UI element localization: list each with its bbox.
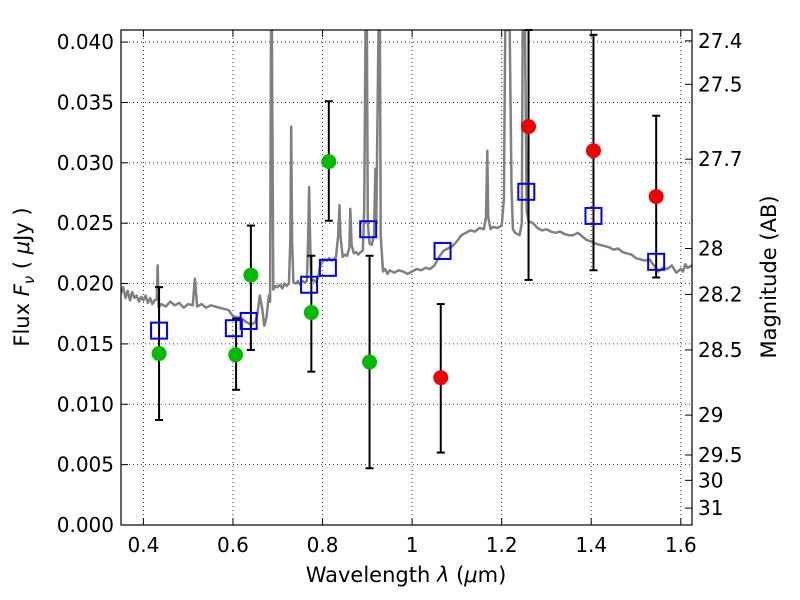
y-tick-label: 0.040 (57, 30, 114, 54)
spectrum-line (121, 30, 692, 328)
y-axis-label: Flux Fν ( μJy ) (10, 207, 38, 346)
data-point-square (647, 252, 666, 271)
data-point-circle (362, 354, 378, 370)
x-tick-label: 0.6 (217, 533, 249, 557)
data-point-circle (585, 143, 601, 159)
y-tick-label: 0.000 (57, 513, 114, 537)
data-point-square (318, 258, 337, 277)
y-tick-label: 0.020 (57, 272, 114, 296)
x-tick-label: 1.6 (665, 533, 697, 557)
data-point-circle (303, 305, 319, 321)
y2-tick-label: 27.4 (698, 29, 743, 53)
x-tick-label: 1.4 (575, 533, 607, 557)
data-point-square (359, 220, 378, 239)
y-tick-label: 0.005 (57, 453, 114, 477)
y-tick-label: 0.010 (57, 392, 114, 416)
y-tick-label: 0.035 (57, 90, 114, 114)
y-tick-label: 0.025 (57, 211, 114, 235)
y-tick-label: 0.015 (57, 332, 114, 356)
data-point-square (300, 275, 319, 294)
data-point-circle (321, 154, 337, 170)
data-point-circle (151, 346, 167, 362)
data-point-square (584, 206, 603, 225)
x-axis-label: Wavelength λ (μm) (306, 563, 507, 587)
data-point-circle (228, 347, 244, 363)
x-tick-label: 0.8 (307, 533, 339, 557)
y2-tick-label: 29 (698, 403, 723, 427)
x-tick-label: 1 (406, 533, 419, 557)
x-tick-label: 1.2 (486, 533, 518, 557)
y-tick-label: 0.030 (57, 151, 114, 175)
y2-tick-label: 31 (698, 496, 723, 520)
axes-frame (120, 29, 693, 526)
data-point-square (517, 182, 536, 201)
x-tick-label: 0.4 (127, 533, 159, 557)
y2-tick-label: 27.7 (698, 147, 743, 171)
y2-tick-label: 28 (698, 237, 723, 261)
y2-tick-label: 28.5 (698, 338, 743, 362)
data-point-circle (521, 119, 537, 135)
y2-axis-label: Magnitude (AB) (757, 195, 781, 358)
data-point-circle (243, 267, 259, 283)
data-point-square (150, 321, 169, 340)
y2-tick-label: 30 (698, 468, 723, 492)
plot-area: 0.4 0.6 0.8 1 1.2 1.4 1.6 0.000 0.005 0.010 0.015 0… (57, 29, 743, 557)
data-point-square (433, 241, 452, 260)
data-point-circle (648, 189, 664, 205)
y2-tick-label: 29.5 (698, 443, 743, 467)
data-point-circle (433, 370, 449, 386)
y2-tick-label: 28.2 (698, 282, 743, 306)
data-point-square (239, 311, 258, 330)
y2-tick-label: 27.5 (698, 72, 743, 96)
